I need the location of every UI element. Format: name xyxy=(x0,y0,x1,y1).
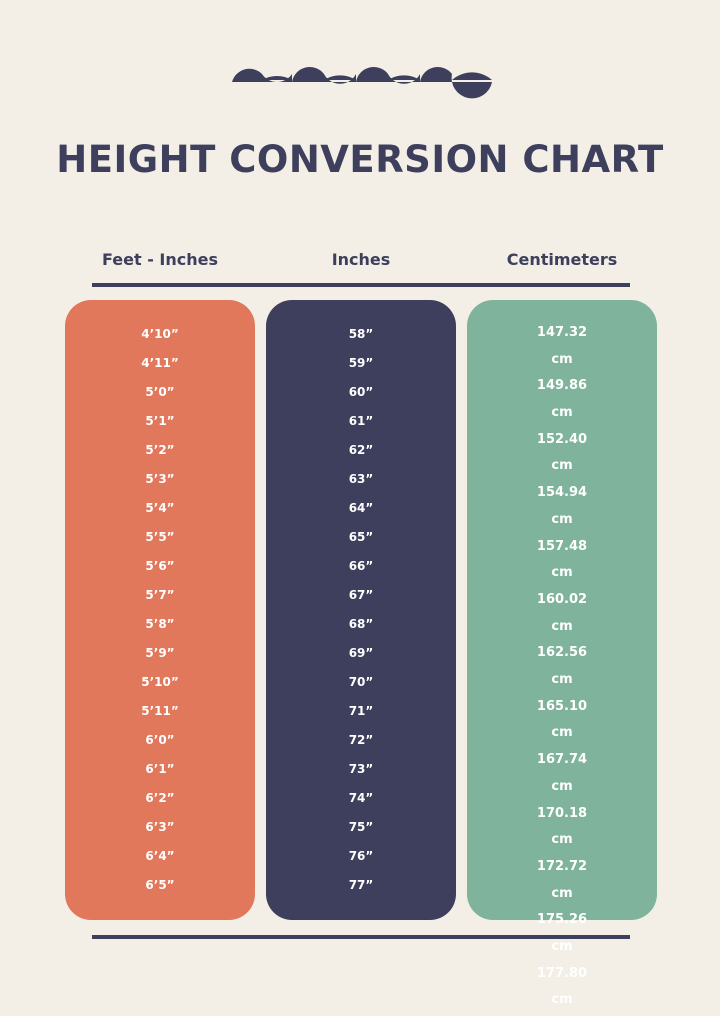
cell: 69” xyxy=(348,646,374,660)
column-header: Centimeters xyxy=(506,250,618,269)
cell: 152.40 cm xyxy=(536,431,588,474)
cell: 6’5” xyxy=(145,878,175,892)
column-panel xyxy=(65,300,255,920)
cell: 162.56 cm xyxy=(536,645,588,688)
cell: 66” xyxy=(348,559,374,573)
cell: 70” xyxy=(348,675,374,689)
cell: 157.48 cm xyxy=(536,538,588,581)
cell: 4’11” xyxy=(141,356,179,370)
value-list: 4’10” 4’11” 5’0” 5’1” 5’2” 5’3” 5’4” 5’5” 5’6” 5’… xyxy=(65,320,255,900)
cell: 147.32 cm xyxy=(536,325,588,367)
cell: 65” xyxy=(348,530,374,544)
cell: 6’1” xyxy=(145,762,175,776)
cell: 154.94 cm xyxy=(536,485,588,527)
cell: 165.10 cm xyxy=(536,698,588,741)
cell: 58” xyxy=(348,327,374,341)
cell: 76” xyxy=(348,849,374,863)
value-list: 58” 59” 60” 61” 62” 63” 64” 65” 66” 67” 68” 69” 70” 7… xyxy=(266,320,456,900)
cell: 5’8” xyxy=(145,617,175,631)
cell: 5’11” xyxy=(141,704,179,718)
cell: 160.02 cm xyxy=(536,591,588,634)
column-panel xyxy=(467,300,657,920)
cell: 177.80 cm xyxy=(536,965,588,1008)
cell: 68” xyxy=(348,617,374,631)
column-panel xyxy=(266,300,456,920)
cell: 59” xyxy=(348,356,374,370)
cell: 71” xyxy=(348,704,374,718)
cell: 5’4” xyxy=(145,501,175,515)
cell: 60” xyxy=(348,385,374,399)
column-header: Feet - Inches xyxy=(101,250,218,269)
cell: 73” xyxy=(348,762,374,776)
cell: 75” xyxy=(348,820,374,834)
cell: 67” xyxy=(348,588,374,602)
cell: 64” xyxy=(348,501,374,515)
cell: 6’2” xyxy=(145,791,175,805)
cell: 63” xyxy=(348,472,374,486)
divider xyxy=(92,283,630,287)
cell: 5’0” xyxy=(145,385,175,399)
cell: 5’5” xyxy=(145,530,175,544)
cell: 5’9” xyxy=(145,646,175,660)
cell: 4’10” xyxy=(141,327,179,341)
cell: 5’10” xyxy=(141,675,179,689)
cell: 5’7” xyxy=(145,588,175,602)
wave-decoration xyxy=(232,66,492,99)
divider xyxy=(92,935,630,939)
cell: 5’6” xyxy=(145,559,175,573)
cell: 77” xyxy=(348,878,374,892)
cell: 5’3” xyxy=(145,472,175,486)
cell: 175.26 cm xyxy=(536,912,588,954)
title: HEIGHT CONVERSION CHART xyxy=(56,138,664,181)
cell: 170.18 cm xyxy=(536,805,588,848)
cell: 6’3” xyxy=(145,820,175,834)
cell: 61” xyxy=(348,414,374,428)
cell: 6’4” xyxy=(145,849,175,863)
cell: 5’2” xyxy=(145,443,175,457)
cell: 167.74 cm xyxy=(536,752,588,794)
column-header: Inches xyxy=(331,250,391,269)
cell: 172.72 cm xyxy=(536,858,588,901)
cell: 72” xyxy=(348,733,374,747)
cell: 6’0” xyxy=(145,733,175,747)
value-list: 147.32 cm 149.86 cm 152.40 cm 154.94 cm 157.… xyxy=(467,320,657,1014)
cell: 5’1” xyxy=(145,414,175,428)
cell: 62” xyxy=(348,443,374,457)
cell: 74” xyxy=(348,791,374,805)
cell: 149.86 cm xyxy=(536,378,588,421)
